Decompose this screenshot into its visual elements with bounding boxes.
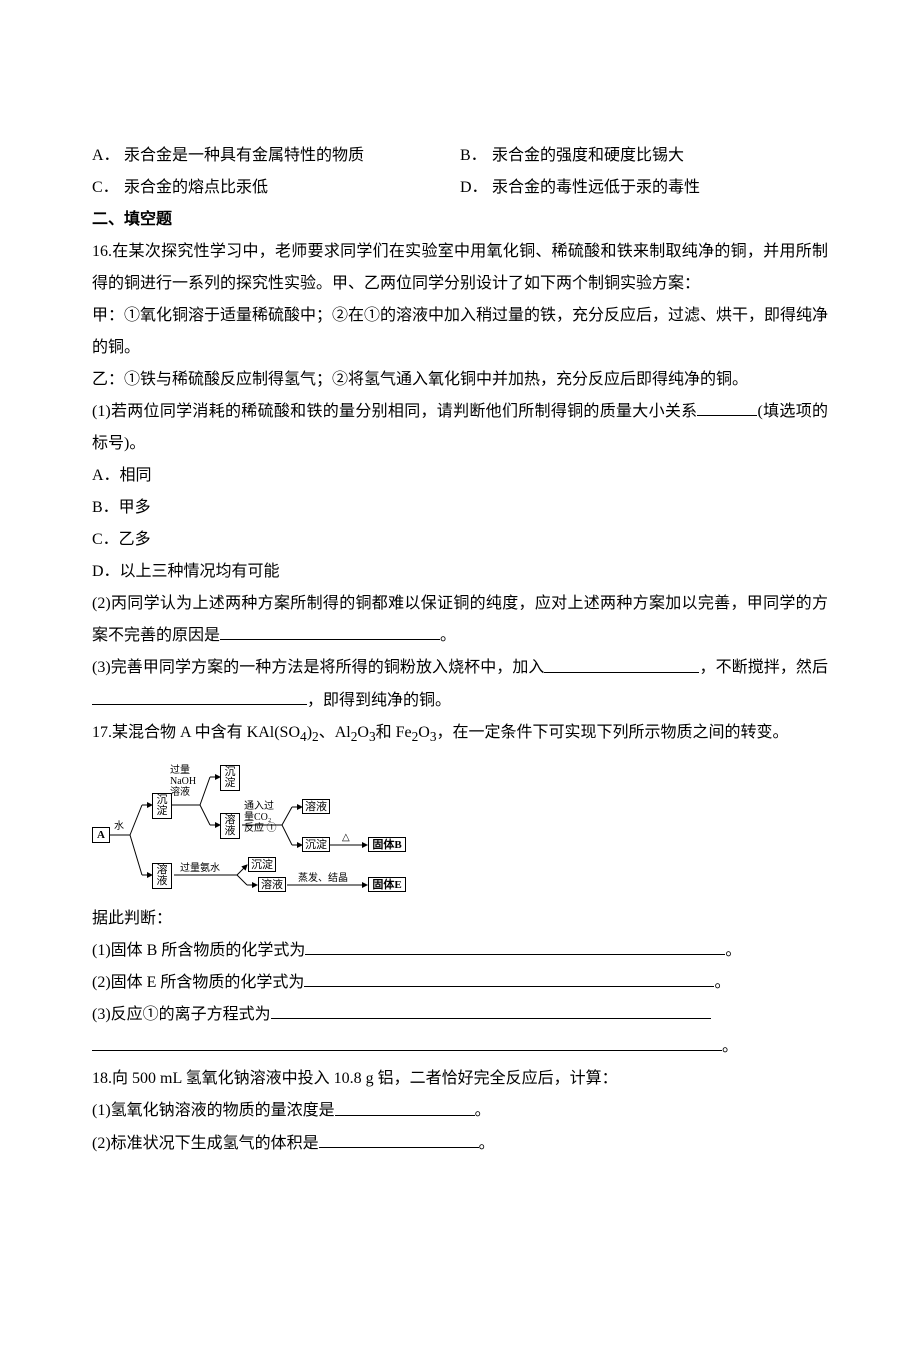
q17-stem-g: ，在一定条件下可实现下列所示物质之间的转变。 (437, 724, 789, 741)
q18-part1: (1)氢氧化钠溶液的物质的量浓度是 。 (92, 1095, 828, 1127)
q16-option-c: C．乙多 (92, 524, 828, 556)
diagram-node-precipitate-1: 沉淀 (152, 793, 172, 819)
period: 。 (714, 974, 730, 991)
q16-p3-text-a: (3)完善甲同学方案的一种方法是将所得的铜粉放入烧杯中，加入 (92, 660, 544, 677)
period: 。 (725, 942, 741, 959)
diagram-node-solution-4: 溶液 (258, 877, 286, 892)
q17-part3-line2: 。 (92, 1031, 828, 1063)
diagram-label-water: 水 (114, 821, 124, 832)
q15-option-a: A． 汞合金是一种具有金属特性的物质 (92, 140, 460, 172)
q17-stem-e: 和 Fe (376, 724, 412, 741)
q15-option-c: C． 汞合金的熔点比汞低 (92, 172, 460, 204)
q17-p3-text: (3)反应①的离子方程式为 (92, 1006, 271, 1023)
blank-input[interactable] (271, 999, 711, 1019)
q16-part3: (3)完善甲同学方案的一种方法是将所得的铜粉放入烧杯中，加入 ，不断搅拌，然后 ，即… (92, 652, 828, 716)
diagram-label-co2: 通入过 量CO₂ 反应 ① (244, 801, 277, 834)
q16-p3-text-c: ，即得到纯净的铜。 (307, 692, 451, 709)
blank-input[interactable] (220, 620, 440, 640)
diagram-node-solution-2: 溶液 (302, 799, 330, 814)
diagram-label-naoh: 过量 NaOH 溶液 (170, 765, 196, 798)
diagram-node-precipitate-4: 沉淀 (248, 857, 276, 872)
q17-p1-text: (1)固体 B 所含物质的化学式为 (92, 942, 305, 959)
section-heading-2: 二、填空题 (92, 204, 828, 236)
diagram-node-precipitate-2: 沉淀 (220, 765, 240, 791)
q15-options-row1: A． 汞合金是一种具有金属特性的物质 B． 汞合金的强度和硬度比锡大 (92, 140, 828, 172)
diagram-node-solid-e: 固体E (368, 877, 406, 892)
option-letter: C． (92, 172, 124, 204)
option-text: 汞合金是一种具有金属特性的物质 (124, 140, 364, 172)
q17-stem-d: O (357, 724, 369, 741)
blank-input[interactable] (697, 396, 757, 416)
q17-stem-a: 17.某混合物 A 中含有 KAl(SO (92, 724, 300, 741)
q16-p2-text-a: (2)丙同学认为上述两种方案所制得的铜都难以保证铜的纯度，应对上述两种方案加以完… (92, 595, 828, 644)
q18-stem: 18.向 500 mL 氢氧化钠溶液中投入 10.8 g 铝，二者恰好完全反应后… (92, 1063, 828, 1095)
q18-p1-text: (1)氢氧化钠溶液的物质的量浓度是 (92, 1103, 335, 1120)
diagram-node-precipitate-3: 沉淀 (302, 837, 330, 852)
blank-input[interactable] (304, 967, 714, 987)
diagram-node-solution-3: 溶液 (152, 863, 172, 889)
q16-p1-text-a: (1)若两位同学消耗的稀硫酸和铁的量分别相同，请判断他们所制得铜的质量大小关系 (92, 403, 697, 420)
q18-p2-text: (2)标准状况下生成氢气的体积是 (92, 1135, 319, 1152)
option-letter: A． (92, 140, 124, 172)
option-text: 汞合金的强度和硬度比锡大 (492, 140, 684, 172)
diagram-label-delta: △ (342, 832, 350, 843)
q16-part1: (1)若两位同学消耗的稀硫酸和铁的量分别相同，请判断他们所制得铜的质量大小关系(… (92, 396, 828, 460)
q17-p2-text: (2)固体 E 所含物质的化学式为 (92, 974, 304, 991)
q17-stem-f: O (418, 724, 430, 741)
diagram-label-evap: 蒸发、结晶 (298, 873, 348, 884)
diagram-node-solid-b: 固体B (368, 837, 406, 852)
subscript: 3 (369, 729, 376, 744)
q16-option-d: D．以上三种情况均有可能 (92, 556, 828, 588)
period: 。 (479, 1135, 495, 1152)
q18-part2: (2)标准状况下生成氢气的体积是 。 (92, 1128, 828, 1160)
q15-option-b: B． 汞合金的强度和硬度比锡大 (460, 140, 828, 172)
q16-part2: (2)丙同学认为上述两种方案所制得的铜都难以保证铜的纯度，应对上述两种方案加以完… (92, 588, 828, 652)
blank-input[interactable] (92, 685, 307, 705)
blank-input[interactable] (319, 1128, 479, 1148)
q16-p2-text-b: 。 (440, 627, 456, 644)
blank-input[interactable] (92, 1031, 722, 1051)
blank-input[interactable] (544, 652, 699, 672)
option-letter: B． (460, 140, 492, 172)
q17-part2: (2)固体 E 所含物质的化学式为 。 (92, 967, 828, 999)
q16-p3-text-b: ，不断搅拌，然后 (699, 660, 828, 677)
subscript: 2 (312, 729, 319, 744)
q16-stem: 16.在某次探究性学习中，老师要求同学们在实验室中用氧化铜、稀硫酸和铁来制取纯净… (92, 236, 828, 300)
period: 。 (475, 1103, 491, 1120)
q16-option-a: A．相同 (92, 460, 828, 492)
blank-input[interactable] (335, 1095, 475, 1115)
q15-options-row2: C． 汞合金的熔点比汞低 D． 汞合金的毒性远低于汞的毒性 (92, 172, 828, 204)
diagram-label-ammonia: 过量氨水 (180, 863, 220, 874)
q16-option-b: B．甲多 (92, 492, 828, 524)
q17-part1: (1)固体 B 所含物质的化学式为 。 (92, 935, 828, 967)
q17-stem-c: 、Al (319, 724, 351, 741)
option-letter: D． (460, 172, 492, 204)
option-text: 汞合金的熔点比汞低 (124, 172, 268, 204)
q17-post: 据此判断： (92, 903, 828, 935)
q17-diagram: A 水 沉淀 过量 NaOH 溶液 沉淀 溶液 通入过 量CO₂ 反应 ① 溶液… (92, 757, 422, 897)
diagram-node-solution-1: 溶液 (220, 813, 240, 839)
q17-stem: 17.某混合物 A 中含有 KAl(SO4)2、Al2O3和 Fe2O3，在一定… (92, 717, 828, 751)
diagram-node-a: A (92, 827, 110, 843)
blank-input[interactable] (305, 935, 725, 955)
option-text: 汞合金的毒性远低于汞的毒性 (492, 172, 700, 204)
q16-plan-yi: 乙：①铁与稀硫酸反应制得氢气；②将氢气通入氧化铜中并加热，充分反应后即得纯净的铜… (92, 364, 828, 396)
subscript: 4 (300, 729, 307, 744)
q15-option-d: D． 汞合金的毒性远低于汞的毒性 (460, 172, 828, 204)
period: 。 (722, 1038, 738, 1055)
subscript: 3 (430, 729, 437, 744)
q17-part3: (3)反应①的离子方程式为 (92, 999, 828, 1031)
q16-plan-jia: 甲：①氧化铜溶于适量稀硫酸中；②在①的溶液中加入稍过量的铁，充分反应后，过滤、烘… (92, 300, 828, 364)
